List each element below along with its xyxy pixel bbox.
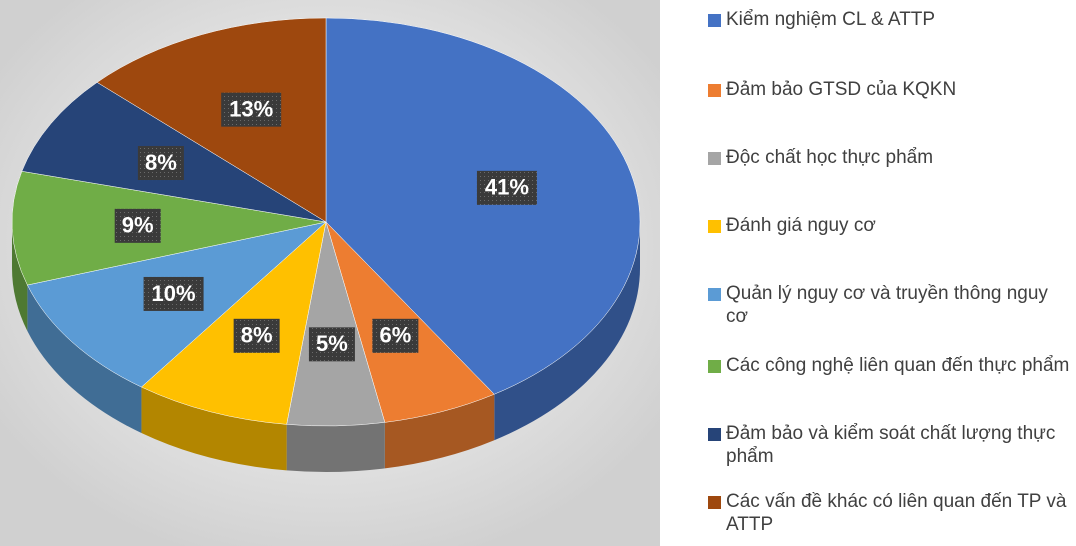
data-label-box <box>114 208 161 243</box>
slice <box>96 17 327 223</box>
legend-label: Đảm bảo GTSD của KQKN <box>726 79 957 100</box>
legend-swatch <box>708 220 721 233</box>
legend-swatch <box>708 288 721 301</box>
data-label: 8% <box>241 323 273 348</box>
data-label: 10% <box>152 281 196 306</box>
legend-swatch <box>708 84 721 97</box>
legend-item: Đảm bảo và kiểm soát chất lượng thực phẩ… <box>706 422 1074 468</box>
legend-item: Đánh giá nguy cơ <box>706 214 1074 237</box>
legend-swatch <box>708 428 721 441</box>
legend-label: Đánh giá nguy cơ <box>726 215 876 236</box>
legend-item: Độc chất học thực phẩm <box>706 146 1074 169</box>
legend-label: Độc chất học thực phẩm <box>726 147 934 168</box>
legend-swatch <box>708 360 721 373</box>
legend-item: Quản lý nguy cơ và truyền thông nguy cơ <box>706 282 1074 328</box>
slice-side <box>286 422 385 472</box>
legend-label: Đảm bảo và kiểm soát chất lượng thực phẩ… <box>726 423 1056 467</box>
data-label-box <box>143 276 204 311</box>
data-label-box <box>372 318 419 353</box>
slice-side <box>12 222 28 332</box>
data-label: 5% <box>316 331 348 356</box>
legend-label: Quản lý nguy cơ và truyền thông nguy cơ <box>726 283 1048 327</box>
legend-item: Đảm bảo GTSD của KQKN <box>706 78 1074 101</box>
legend-item: Kiểm nghiệm CL & ATTP <box>706 8 1074 31</box>
data-label: 6% <box>379 323 411 348</box>
legend-item: Các công nghệ liên quan đến thực phẩm <box>706 354 1074 377</box>
slice-side <box>141 387 287 471</box>
legend-label: Các công nghệ liên quan đến thực phẩm <box>726 355 1070 376</box>
slice-side <box>27 285 142 434</box>
legend-label: Kiểm nghiệm CL & ATTP <box>726 9 936 30</box>
data-label-box <box>137 146 184 181</box>
data-label: 9% <box>122 213 154 238</box>
data-label: 41% <box>485 175 529 200</box>
legend-swatch <box>708 152 721 165</box>
data-label: 13% <box>229 96 273 121</box>
data-label-box <box>476 170 537 205</box>
chart: 41% 6% 5% 8% 10% 9% 8% 13% <box>0 0 660 546</box>
data-label-box <box>308 327 355 362</box>
data-label-box <box>221 92 282 127</box>
legend-swatch <box>708 496 721 509</box>
data-label-box <box>233 318 280 353</box>
legend-item: Các vấn đề khác có liên quan đến TP và A… <box>706 490 1074 536</box>
data-label: 8% <box>145 150 177 175</box>
slice <box>11 170 327 286</box>
slice-side <box>494 222 640 441</box>
slice-side <box>384 394 495 469</box>
slice <box>325 17 641 395</box>
legend-swatch <box>708 14 721 27</box>
legend-label: Các vấn đề khác có liên quan đến TP và A… <box>726 491 1067 535</box>
